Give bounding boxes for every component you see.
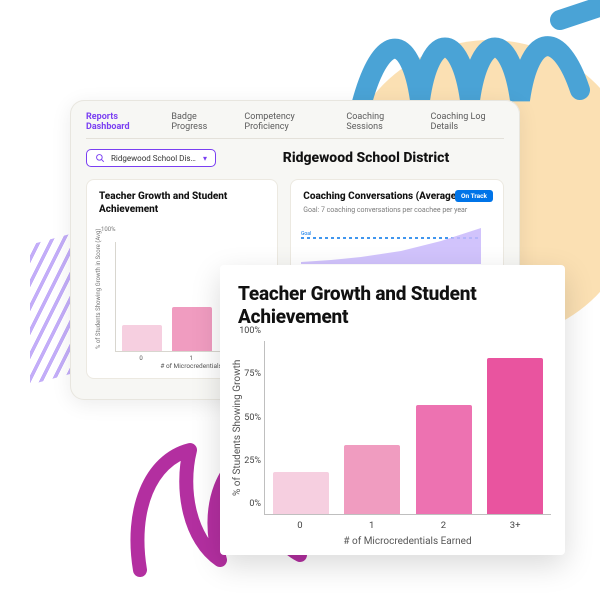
chart-card-teacher-growth: Teacher Growth and Student Achievement %… [220, 265, 565, 555]
card-teacher-growth-title: Teacher Growth and Student Achievement [99, 190, 265, 216]
bar-3+ [487, 358, 543, 514]
card-coaching-subtitle: Goal: 7 coaching conversations per coach… [303, 206, 491, 214]
dashboard-header-row: Ridgewood School District ▾ Ridgewood Sc… [86, 149, 504, 167]
tab-coaching-sessions[interactable]: Coaching Sessions [346, 112, 412, 132]
mini-ylabel: % of Students Showing Growth in Score (A… [95, 226, 102, 352]
bar-2 [416, 405, 472, 514]
bar-1 [344, 445, 400, 514]
chart-bars [265, 341, 551, 514]
tab-coaching-log-details[interactable]: Coaching Log Details [431, 112, 504, 132]
ytick-25%: 25% [225, 456, 261, 466]
xcat-1: 1 [344, 520, 400, 531]
chart-x-categories: 0 1 2 3+ [264, 520, 551, 531]
chart-ylabel: % of Students Showing Growth [232, 341, 243, 515]
chart-title: Teacher Growth and Student Achievement [238, 283, 547, 329]
chevron-down-icon: ▾ [203, 154, 207, 163]
mini-xcat-0: 0 [121, 355, 161, 362]
district-selector[interactable]: Ridgewood School District ▾ [86, 149, 216, 167]
xcat-2: 2 [415, 520, 471, 531]
tab-competency-proficiency[interactable]: Competency Proficiency [244, 112, 328, 132]
ytick-50%: 50% [225, 413, 261, 423]
mini-xcat-1: 1 [171, 355, 211, 362]
chart-axes: 0%25%50%75%100% [264, 341, 551, 515]
xcat-0: 0 [272, 520, 328, 531]
ytick-0%: 0% [225, 499, 261, 509]
dashboard-title: Ridgewood School District [228, 150, 504, 166]
bar-0 [273, 472, 329, 514]
ytick-75%: 75% [225, 369, 261, 379]
tab-reports-dashboard[interactable]: Reports Dashboard [86, 112, 153, 132]
status-badge-ontrack: On Track [455, 190, 493, 202]
mini-bar-1 [172, 307, 212, 351]
chart-xlabel: # of Microcredentials Earned [264, 536, 551, 547]
tab-badge-progress[interactable]: Badge Progress [171, 112, 226, 132]
mini-ytick-100: 100% [101, 226, 116, 233]
coaching-sparkline: Goal [301, 224, 481, 264]
mini-bar-0 [122, 325, 162, 351]
tab-bar: Reports Dashboard Badge Progress Compete… [86, 112, 504, 139]
district-selector-value: Ridgewood School District [111, 154, 197, 163]
chart-plot-area: 0%25%50%75%100% [264, 341, 551, 515]
svg-text:Goal: Goal [301, 231, 311, 237]
search-icon [95, 153, 105, 163]
xcat-3+: 3+ [487, 520, 543, 531]
ytick-100%: 100% [225, 326, 261, 336]
